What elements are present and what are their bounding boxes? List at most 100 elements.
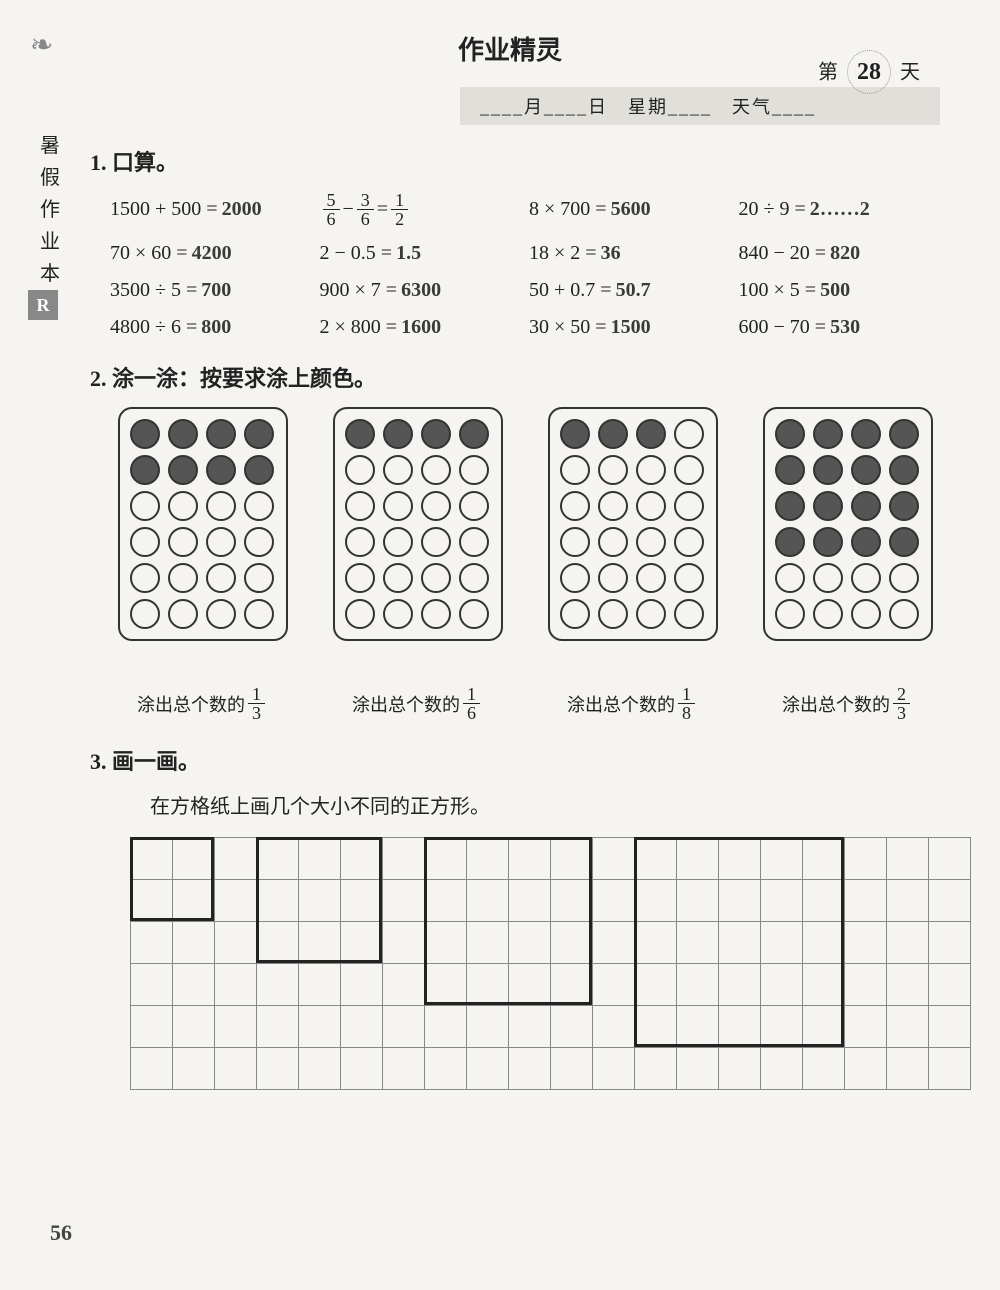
circle-empty — [206, 527, 236, 557]
question-text: 20 ÷ 9 = — [739, 198, 806, 221]
circle-filled — [889, 527, 919, 557]
fraction: 13 — [248, 685, 265, 722]
circle-empty — [345, 455, 375, 485]
circle-empty — [383, 599, 413, 629]
page: 作业精灵 第 28 天 ____月____日 星期____ 天气____ 暑假作… — [0, 0, 1000, 1142]
section-3-title: 3. 画一画。 — [90, 744, 940, 776]
operator: − — [343, 198, 354, 221]
question-text: 600 − 70 = — [739, 316, 827, 339]
page-title: 作业精灵 — [80, 30, 940, 67]
section-2: 2. 涂一涂：按要求涂上颜色。 涂出总个数的13涂出总个数的16涂出总个数的18… — [80, 361, 940, 722]
circle-filled — [851, 527, 881, 557]
label-prefix: 涂出总个数的 — [137, 691, 245, 717]
circle-empty — [775, 599, 805, 629]
panel-label: 涂出总个数的23 — [782, 685, 913, 722]
label-prefix: 涂出总个数的 — [782, 691, 890, 717]
answer-handwritten: 530 — [830, 316, 860, 339]
circle-filled — [244, 419, 274, 449]
circle-panel: 涂出总个数的16 — [325, 407, 510, 722]
question-text: 2 × 800 = — [320, 316, 398, 339]
math-cell: 56 − 36 = 12 — [320, 191, 522, 228]
answer-handwritten: 5600 — [611, 198, 651, 221]
question-text: 30 × 50 = — [529, 316, 607, 339]
circle-empty — [636, 491, 666, 521]
grid-table — [130, 837, 971, 1090]
math-cell: 1500 + 500 =2000 — [110, 191, 312, 228]
circle-filled — [383, 419, 413, 449]
circle-empty — [560, 527, 590, 557]
fraction: 56 — [323, 191, 340, 228]
circle-empty — [851, 563, 881, 593]
circle-empty — [674, 563, 704, 593]
circle-empty — [244, 491, 274, 521]
math-cell: 30 × 50 =1500 — [529, 316, 731, 339]
circle-empty — [560, 455, 590, 485]
circle-filled — [421, 419, 451, 449]
answer-handwritten: 1500 — [611, 316, 651, 339]
day-prefix: 第 — [818, 62, 838, 84]
math-cell: 18 × 2 =36 — [529, 242, 731, 265]
fraction: 18 — [678, 685, 695, 722]
math-cell: 70 × 60 =4200 — [110, 242, 312, 265]
circle-empty — [598, 455, 628, 485]
circle-empty — [459, 599, 489, 629]
math-cell: 600 − 70 =530 — [739, 316, 941, 339]
circle-panel: 涂出总个数的18 — [540, 407, 725, 722]
label-prefix: 涂出总个数的 — [352, 691, 460, 717]
circle-empty — [636, 563, 666, 593]
circle-empty — [345, 491, 375, 521]
circle-filled — [775, 419, 805, 449]
circle-filled — [206, 419, 236, 449]
circle-empty — [168, 599, 198, 629]
circle-empty — [674, 527, 704, 557]
circle-empty — [775, 563, 805, 593]
circle-empty — [206, 491, 236, 521]
circle-empty — [560, 563, 590, 593]
circle-empty — [851, 599, 881, 629]
circle-filled — [775, 491, 805, 521]
answer-handwritten: 1600 — [401, 316, 441, 339]
circle-empty — [598, 563, 628, 593]
circle-panels: 涂出总个数的13涂出总个数的16涂出总个数的18涂出总个数的23 — [90, 407, 940, 722]
math-cell: 8 × 700 =5600 — [529, 191, 731, 228]
circle-box — [548, 407, 718, 641]
question-text: 18 × 2 = — [529, 242, 597, 265]
panel-label: 涂出总个数的18 — [567, 685, 698, 722]
circle-empty — [383, 563, 413, 593]
circle-empty — [244, 527, 274, 557]
circle-filled — [636, 419, 666, 449]
circle-empty — [345, 563, 375, 593]
section-1-title: 1. 口算。 — [90, 145, 940, 177]
circle-empty — [168, 563, 198, 593]
circle-empty — [636, 527, 666, 557]
circle-empty — [674, 491, 704, 521]
circle-empty — [345, 599, 375, 629]
circle-empty — [674, 419, 704, 449]
circle-empty — [421, 563, 451, 593]
answer-handwritten: 50.7 — [616, 279, 651, 302]
circle-empty — [383, 527, 413, 557]
circle-box — [118, 407, 288, 641]
circle-filled — [813, 419, 843, 449]
circle-empty — [459, 491, 489, 521]
circle-filled — [813, 455, 843, 485]
answer-handwritten: 500 — [820, 279, 850, 302]
question-text: 3500 ÷ 5 = — [110, 279, 197, 302]
circle-empty — [636, 599, 666, 629]
question-text: 100 × 5 = — [739, 279, 817, 302]
circle-box — [763, 407, 933, 641]
circle-filled — [168, 455, 198, 485]
circle-empty — [130, 491, 160, 521]
decorative-leaf-icon: ❧ — [30, 28, 53, 62]
answer-handwritten: 800 — [201, 316, 231, 339]
circle-filled — [775, 527, 805, 557]
circle-empty — [130, 599, 160, 629]
question-text: 900 × 7 = — [320, 279, 398, 302]
circle-empty — [345, 527, 375, 557]
circle-filled — [560, 419, 590, 449]
label-prefix: 涂出总个数的 — [567, 691, 675, 717]
answer-handwritten: 4200 — [192, 242, 232, 265]
day-suffix: 天 — [900, 62, 920, 84]
circle-empty — [459, 527, 489, 557]
circle-empty — [421, 599, 451, 629]
